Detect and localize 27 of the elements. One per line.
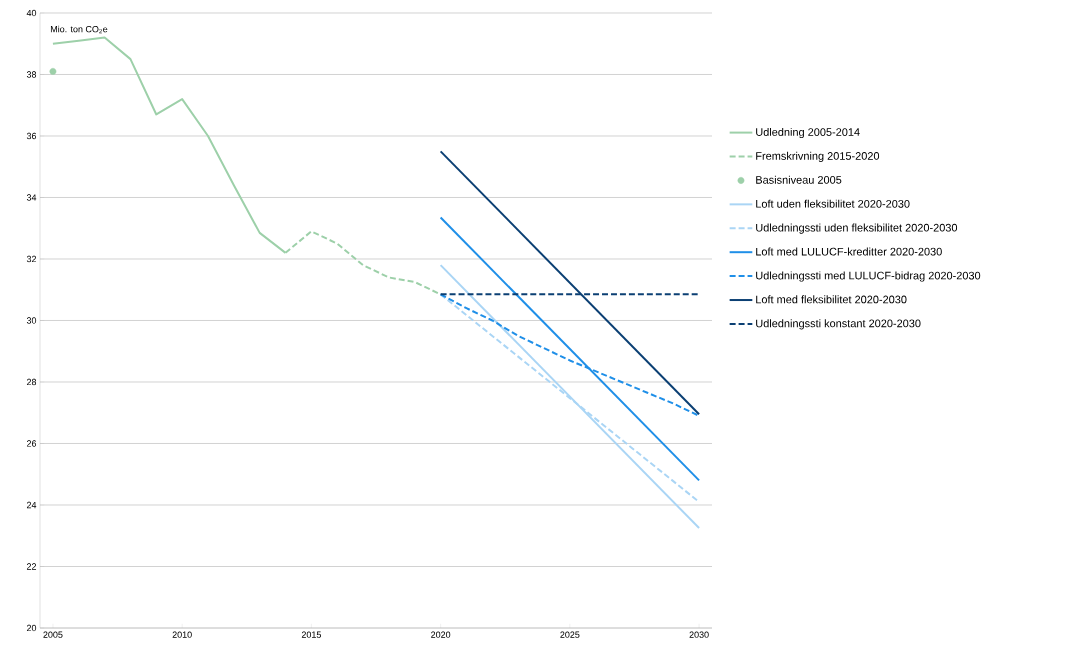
legend-label: Udledningssti med LULUCF-bidrag 2020-2030 (756, 271, 981, 282)
y-tick-label: 28 (26, 378, 37, 386)
legend-label: Loft uden fleksibilitet 2020-2030 (756, 199, 910, 208)
x-tick-label: 2015 (301, 631, 321, 638)
x-tick-label: 2030 (689, 631, 709, 638)
legend-label: Loft med fleksibilitet 2020-2030 (756, 295, 907, 304)
x-tick-label: 2010 (172, 631, 192, 638)
y-tick-label: 30 (26, 317, 37, 324)
y-tick-label: 32 (26, 255, 37, 263)
y-tick-label: 38 (26, 71, 37, 78)
legend-label: Udledning 2005-2014 (756, 127, 860, 139)
y-tick-label: 26 (26, 440, 37, 447)
legend-label: Udledningssti konstant 2020-2030 (756, 319, 921, 330)
y-axis-title: Mio. ton CO$_{2}$e (50, 25, 108, 34)
y-tick-label: 20 (26, 624, 37, 632)
x-tick-label: 2025 (560, 631, 580, 638)
y-tick-label: 22 (26, 563, 37, 570)
legend-label: Basisniveau 2005 (756, 175, 842, 184)
y-tick-label: 36 (26, 132, 37, 140)
x-tick-label: 2005 (43, 631, 63, 638)
y-tick-label: 34 (26, 194, 37, 201)
legend-label: Fremskrivning 2015-2020 (756, 151, 880, 162)
y-tick-label: 40 (26, 9, 37, 17)
y-tick-label: 24 (26, 501, 37, 509)
x-tick-label: 2020 (431, 631, 451, 638)
legend-label: Udledningssti uden fleksibilitet 2020-2030 (756, 223, 958, 234)
legend-label: Loft med LULUCF-kreditter 2020-2030 (756, 247, 942, 256)
